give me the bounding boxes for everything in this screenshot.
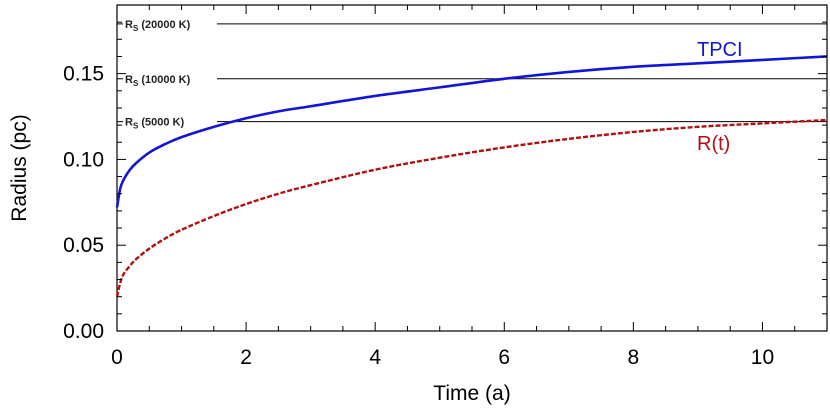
reference-line-label: RS (10000 K) — [125, 74, 191, 88]
x-tick-label: 4 — [369, 346, 381, 369]
x-tick-labels: 0 2 4 6 8 10 — [111, 346, 774, 369]
x-tick-label: 8 — [628, 346, 640, 369]
x-axis-title: Time (a) — [433, 382, 510, 405]
y-tick-labels: 0.00 0.05 0.10 0.15 — [63, 63, 104, 343]
reference-line-label: RS (20000 K) — [125, 19, 191, 33]
series-label-tpci: TPCI — [697, 39, 743, 61]
y-tick-label: 0.10 — [63, 148, 104, 171]
x-tick-label: 0 — [111, 346, 123, 369]
x-tick-label: 10 — [751, 346, 774, 369]
x-tick-label: 2 — [240, 346, 252, 369]
axis-ticks — [116, 5, 828, 332]
reference-line-label: RS (5000 K) — [125, 117, 184, 131]
x-tick-label: 6 — [498, 346, 510, 369]
y-axis-title: Radius (pc) — [8, 114, 31, 221]
series-line-r-of-t — [115, 118, 828, 297]
series-line-tpci — [115, 55, 828, 208]
series-label-r-of-t: R(t) — [697, 133, 730, 155]
y-tick-label: 0.00 — [63, 320, 104, 343]
series-labels: TPCI R(t) — [697, 39, 743, 155]
y-tick-label: 0.15 — [63, 63, 104, 86]
y-tick-label: 0.05 — [63, 234, 104, 257]
series-group — [115, 55, 828, 297]
reference-lines: RS (20000 K) RS (10000 K) RS (5000 K) — [117, 19, 827, 131]
